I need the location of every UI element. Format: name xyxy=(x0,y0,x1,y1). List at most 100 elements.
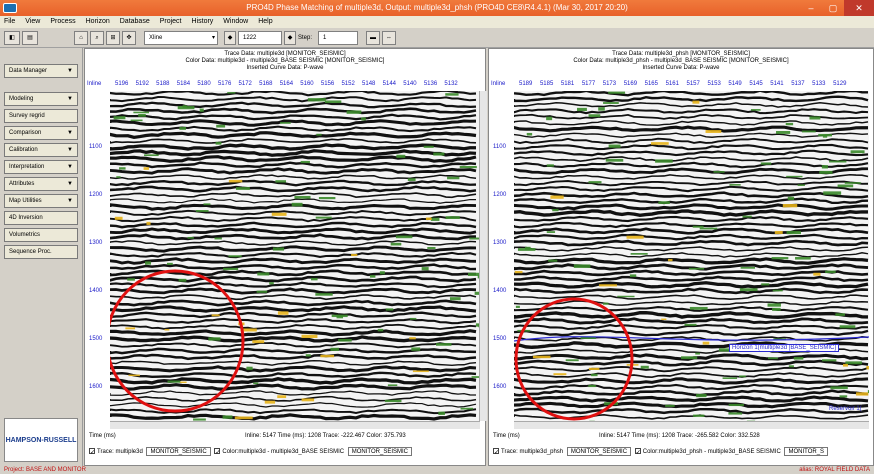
left-color-combo[interactable]: MONITOR_SEISMIC xyxy=(347,447,412,456)
menu-help[interactable]: Help xyxy=(258,18,273,25)
filter-icon[interactable]: ▬ xyxy=(366,31,380,45)
maximize-icon[interactable]: ▢ xyxy=(828,3,838,13)
menu-process[interactable]: Process xyxy=(50,18,76,25)
open-folder-icon[interactable]: ▤ xyxy=(22,31,38,45)
amplitude-patch xyxy=(395,235,413,239)
seismic-reflector xyxy=(110,215,477,223)
process-icon[interactable]: ◧ xyxy=(4,31,20,45)
right-seismic-panel: Trace Data: multiple3d_phsh [MONITOR_SEI… xyxy=(488,48,874,466)
left-inline-tick: 5148 xyxy=(362,81,376,87)
amplitude-patch xyxy=(216,124,226,128)
amplitude-patch xyxy=(377,328,384,332)
left-inline-tick: 5160 xyxy=(300,81,314,87)
step-input[interactable]: 1 xyxy=(318,31,358,45)
amplitude-patch xyxy=(693,414,705,417)
right-color-combo[interactable]: MONITOR_S xyxy=(784,447,829,456)
amplitude-patch xyxy=(818,133,833,137)
pan-icon[interactable]: ✥ xyxy=(122,31,136,45)
amplitude-patch xyxy=(438,411,445,415)
previous-line-icon[interactable]: ◆ xyxy=(224,31,236,45)
left-time-tick: 1400 xyxy=(89,288,103,294)
sidebar-item-calibration[interactable]: Calibration ▼ xyxy=(4,143,78,157)
seismic-reflector xyxy=(514,101,869,108)
left-vertical-scrollbar[interactable] xyxy=(479,91,487,421)
sidebar-item-map-utilities[interactable]: Map Utilities ▼ xyxy=(4,194,78,208)
left-inline-tick: 5164 xyxy=(279,81,294,87)
seismic-reflector xyxy=(514,233,869,241)
sidebar-item-volumetrics[interactable]: Volumetrics xyxy=(4,228,78,242)
amplitude-patch xyxy=(793,356,804,360)
amplitude-patch xyxy=(772,289,783,292)
amplitude-patch xyxy=(797,184,805,186)
seismic-reflector xyxy=(110,413,477,421)
right-inline-tick: 5185 xyxy=(539,81,554,87)
amplitude-patch xyxy=(421,267,429,271)
amplitude-patch xyxy=(740,266,756,269)
home-icon[interactable]: ⌂ xyxy=(74,31,88,45)
sidebar-item-survey-regrid[interactable]: Survey regrid xyxy=(4,109,78,123)
right-inline-tick: 5161 xyxy=(665,81,679,87)
left-trace-checkbox[interactable]: ✓ xyxy=(89,448,96,457)
seismic-reflector xyxy=(514,263,869,271)
sidebar-item-sequence-proc[interactable]: Sequence Proc. xyxy=(4,245,78,259)
menu-history[interactable]: History xyxy=(191,18,214,25)
right-inline-tick: 5133 xyxy=(812,81,826,87)
sidebar-item-interpretation[interactable]: Interpretation ▼ xyxy=(4,160,78,174)
seismic-reflector xyxy=(110,263,477,271)
left-horizontal-scrollbar[interactable] xyxy=(110,421,480,429)
amplitude-patch xyxy=(565,359,579,362)
right-time-label: Time (ms) xyxy=(493,433,520,439)
zoom-box-icon[interactable]: ⊞ xyxy=(106,31,120,45)
right-color-checkbox[interactable]: ✓ xyxy=(634,448,641,457)
left-inline-tick: 5172 xyxy=(238,81,252,87)
right-trace-checkbox[interactable]: ✓ xyxy=(493,448,500,457)
amplitude-patch xyxy=(580,336,596,340)
menu-file[interactable]: File xyxy=(4,18,16,25)
settings-icon[interactable]: ⇔ xyxy=(382,31,396,45)
left-trace-combo[interactable]: MONITOR_SEISMIC xyxy=(146,447,211,456)
amplitude-patch xyxy=(767,357,778,360)
amplitude-patch xyxy=(127,278,135,281)
minimize-icon[interactable]: – xyxy=(808,3,814,13)
zoom-icon[interactable]: ⌕ xyxy=(90,31,104,45)
amplitude-patch xyxy=(692,225,704,228)
right-inline-tick: 5141 xyxy=(770,81,784,87)
sidebar-item-comparison[interactable]: Comparison ▼ xyxy=(4,126,78,140)
amplitude-patch xyxy=(240,328,257,332)
amplitude-patch xyxy=(588,114,601,118)
menu-horizon[interactable]: Horizon xyxy=(85,18,110,25)
seismic-reflector xyxy=(110,305,477,313)
left-time-tick: 1500 xyxy=(89,336,103,342)
menu-window[interactable]: Window xyxy=(223,18,249,25)
left-seismic-section[interactable] xyxy=(110,91,480,421)
amplitude-patch xyxy=(235,187,250,190)
sidebar-item-modeling[interactable]: Modeling ▼ xyxy=(4,92,78,106)
seismic-reflector xyxy=(514,317,869,325)
right-horizontal-scrollbar[interactable] xyxy=(514,421,869,429)
left-curve-data-header: Inserted Curve Data: P-wave xyxy=(246,65,324,71)
right-seismic-section[interactable] xyxy=(514,91,869,421)
amplitude-patch xyxy=(823,191,842,195)
close-icon[interactable]: ✕ xyxy=(844,0,874,16)
menu-view[interactable]: View xyxy=(25,18,41,25)
sidebar-item-attributes[interactable]: Attributes ▼ xyxy=(4,177,78,191)
reservoir-label: Reservoir 1( xyxy=(829,406,862,412)
amplitude-patch xyxy=(280,122,291,124)
menu-database[interactable]: Database xyxy=(119,18,150,25)
menu-project[interactable]: Project xyxy=(159,18,182,25)
amplitude-patch xyxy=(222,415,233,419)
sidebar-item-4d-inversion[interactable]: 4D Inversion xyxy=(4,211,78,225)
left-color-checkbox[interactable]: ✓ xyxy=(214,448,221,457)
amplitude-patch xyxy=(787,196,795,200)
amplitude-patch xyxy=(144,154,159,157)
sidebar-item-data-manager[interactable]: Data Manager ▼ xyxy=(4,64,78,78)
line-number-input[interactable]: 1222 xyxy=(238,31,282,45)
amplitude-patch xyxy=(655,159,673,163)
seismic-reflector xyxy=(110,408,477,415)
right-trace-combo[interactable]: MONITOR_SEISMIC xyxy=(566,447,632,456)
next-line-icon[interactable]: ◆ xyxy=(284,31,296,45)
line-type-select[interactable]: Xline ▾ xyxy=(144,31,218,45)
amplitude-patch xyxy=(411,347,421,351)
seismic-reflector xyxy=(514,407,869,415)
amplitude-patch xyxy=(208,337,221,341)
